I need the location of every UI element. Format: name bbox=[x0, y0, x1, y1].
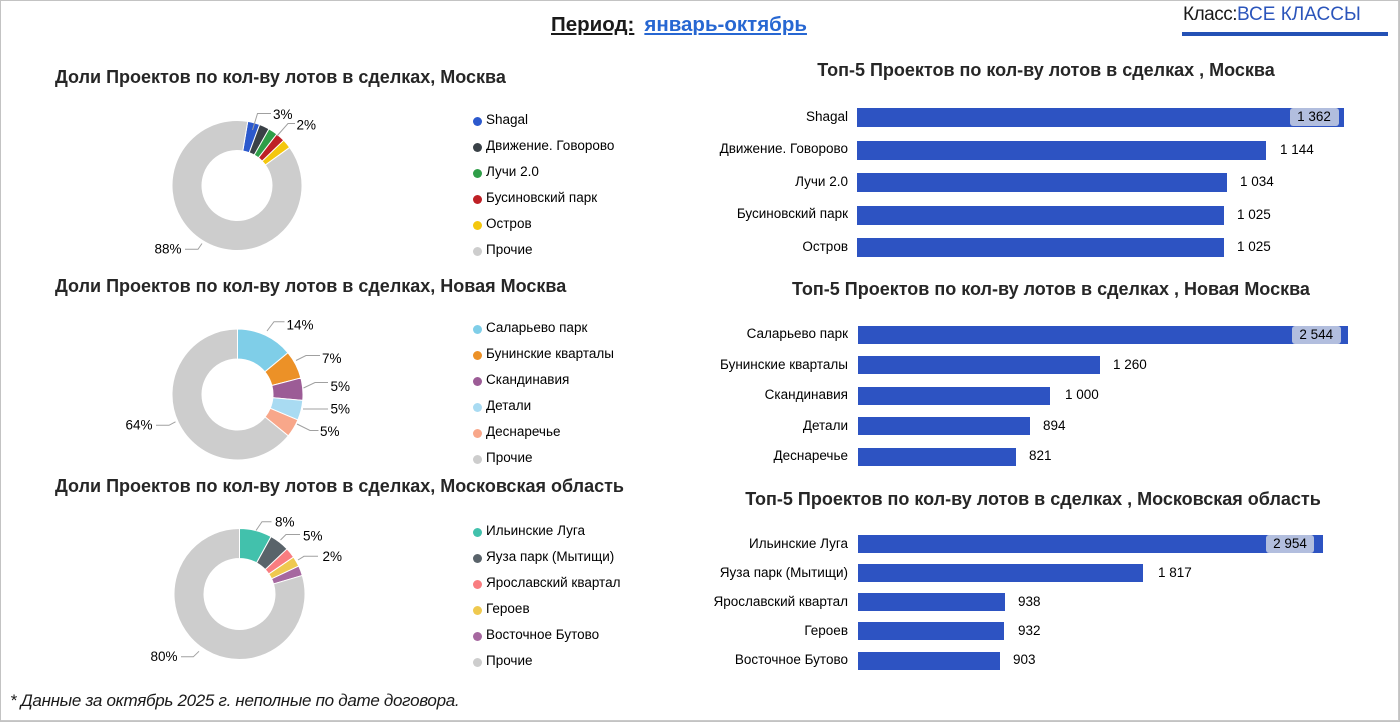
svg-text:5%: 5% bbox=[320, 424, 340, 439]
svg-text:5%: 5% bbox=[331, 402, 351, 417]
svg-text:2%: 2% bbox=[323, 549, 343, 564]
svg-text:7%: 7% bbox=[322, 351, 342, 366]
svg-text:64%: 64% bbox=[126, 418, 153, 433]
svg-text:3%: 3% bbox=[273, 107, 293, 122]
svg-text:5%: 5% bbox=[303, 529, 323, 544]
svg-text:14%: 14% bbox=[287, 318, 314, 333]
svg-text:88%: 88% bbox=[155, 242, 182, 257]
svg-text:80%: 80% bbox=[151, 649, 178, 664]
svg-text:8%: 8% bbox=[275, 515, 295, 530]
svg-text:2%: 2% bbox=[297, 118, 317, 133]
svg-text:5%: 5% bbox=[331, 379, 351, 394]
